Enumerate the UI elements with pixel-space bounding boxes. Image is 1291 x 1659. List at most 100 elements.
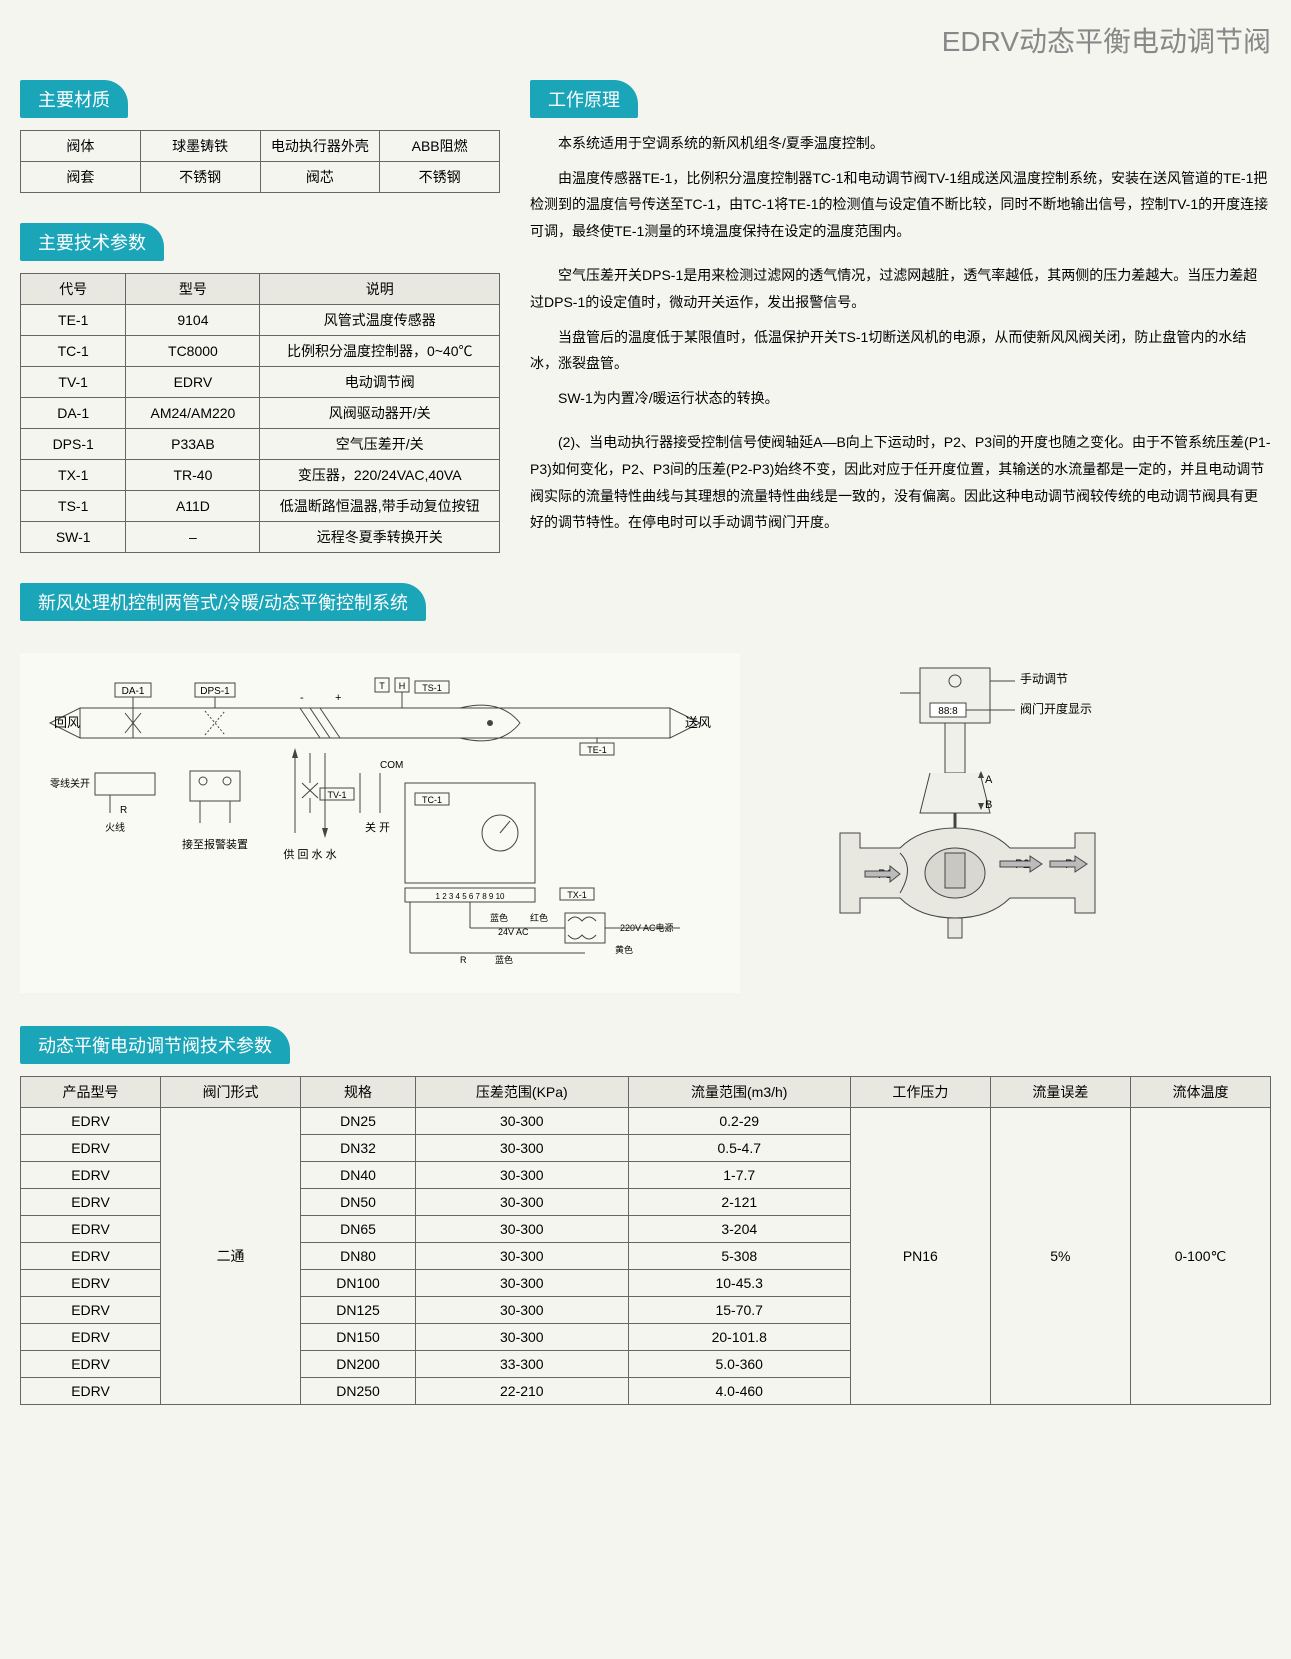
cell: 30-300 <box>415 1108 628 1135</box>
label-tx1: TX-1 <box>567 890 587 900</box>
cell: DN125 <box>301 1297 416 1324</box>
label-a: A <box>985 774 993 786</box>
col-header: 代号 <box>21 274 126 305</box>
label-blue: 蓝色 <box>490 912 508 923</box>
table-row: TX-1TR-40变压器，220/24VAC,40VA <box>21 460 500 491</box>
table-row: TE-19104风管式温度传感器 <box>21 305 500 336</box>
cell: 电动调节阀 <box>260 367 500 398</box>
cell: 30-300 <box>415 1135 628 1162</box>
principle-para: 当盘管后的温度低于某限值时，低温保护开关TS-1切断送风机的电源，从而使新风风阀… <box>530 324 1271 377</box>
final-params-header: 动态平衡电动调节阀技术参数 <box>20 1026 290 1064</box>
col-header: 规格 <box>301 1077 416 1108</box>
cell: 空气压差开/关 <box>260 429 500 460</box>
label-manual: 手动调节 <box>1020 672 1068 686</box>
cell: 15-70.7 <box>628 1297 850 1324</box>
cell: TE-1 <box>21 305 126 336</box>
cell: 3-204 <box>628 1216 850 1243</box>
cell: TV-1 <box>21 367 126 398</box>
top-columns: 主要材质 阀体 球墨铸铁 电动执行器外壳 ABB阻燃 阀套 不锈钢 阀芯 不锈钢… <box>20 80 1271 633</box>
label-com: COM <box>380 760 403 771</box>
cell: SW-1 <box>21 522 126 553</box>
cell: EDRV <box>21 1189 161 1216</box>
cell: TX-1 <box>21 460 126 491</box>
schematic-svg: DA-1 DPS-1 - + T H TS-1 TE-1 <box>20 653 740 993</box>
cell: 9104 <box>126 305 260 336</box>
cell-flow-error: 5% <box>990 1108 1130 1405</box>
principle-para: SW-1为内置冷/暖运行状态的转换。 <box>530 385 1271 412</box>
system-diagram-header: 新风处理机控制两管式/冷暖/动态平衡控制系统 <box>20 583 426 621</box>
label-tc1: TC-1 <box>422 795 442 805</box>
cell: 30-300 <box>415 1243 628 1270</box>
cell: 远程冬夏季转换开关 <box>260 522 500 553</box>
page-title: EDRV动态平衡电动调节阀 <box>20 20 1271 60</box>
cell: DN150 <box>301 1324 416 1351</box>
cell: 风阀驱动器开/关 <box>260 398 500 429</box>
materials-table: 阀体 球墨铸铁 电动执行器外壳 ABB阻燃 阀套 不锈钢 阀芯 不锈钢 <box>20 130 500 193</box>
label-b: B <box>985 799 992 811</box>
table-row: TS-1A11D低温断路恒温器,带手动复位按钮 <box>21 491 500 522</box>
table-row: DPS-1P33AB空气压差开/关 <box>21 429 500 460</box>
valve-svg: 手动调节 88:8 阀门开度显示 A B P1 <box>770 653 1150 993</box>
label-da1: DA-1 <box>122 686 145 697</box>
table-header-row: 代号 型号 说明 <box>21 274 500 305</box>
cell: 2-121 <box>628 1189 850 1216</box>
cell: DN25 <box>301 1108 416 1135</box>
label-ts1: TS-1 <box>422 683 442 693</box>
svg-text:R: R <box>120 805 127 816</box>
label-tv1: TV-1 <box>327 790 346 800</box>
cell: 30-300 <box>415 1270 628 1297</box>
svg-text:1 2 3 4 5 6 7 8 9 10: 1 2 3 4 5 6 7 8 9 10 <box>436 892 505 901</box>
cell: AM24/AM220 <box>126 398 260 429</box>
cell: 比例积分温度控制器，0~40℃ <box>260 336 500 367</box>
system-schematic: DA-1 DPS-1 - + T H TS-1 TE-1 <box>20 653 740 996</box>
col-header: 流量范围(m3/h) <box>628 1077 850 1108</box>
cell: DN80 <box>301 1243 416 1270</box>
svg-text:T: T <box>379 681 385 691</box>
cell: 阀体 <box>21 131 141 162</box>
label-return-air: 回风 <box>54 715 80 730</box>
cell: TR-40 <box>126 460 260 491</box>
label-te1: TE-1 <box>587 745 607 755</box>
cell: 0.2-29 <box>628 1108 850 1135</box>
cell: DN65 <box>301 1216 416 1243</box>
cell: 10-45.3 <box>628 1270 850 1297</box>
cell: 电动执行器外壳 <box>260 131 380 162</box>
cell: DN32 <box>301 1135 416 1162</box>
label-supply-air: 送风 <box>685 715 711 730</box>
cell: 30-300 <box>415 1216 628 1243</box>
cell: EDRV <box>21 1351 161 1378</box>
cell: 5-308 <box>628 1243 850 1270</box>
label-water: 供 回 水 水 <box>283 847 336 861</box>
cell: TS-1 <box>21 491 126 522</box>
cell: 0.5-4.7 <box>628 1135 850 1162</box>
table-row: SW-1–远程冬夏季转换开关 <box>21 522 500 553</box>
valve-display: 88:8 <box>938 706 958 717</box>
cell: 球墨铸铁 <box>140 131 260 162</box>
col-header: 说明 <box>260 274 500 305</box>
principle-para: 空气压差开关DPS-1是用来检测过滤网的透气情况，过滤网越脏，透气率越低，其两侧… <box>530 262 1271 315</box>
col-header: 压差范围(KPa) <box>415 1077 628 1108</box>
cell: 30-300 <box>415 1297 628 1324</box>
cell: EDRV <box>21 1243 161 1270</box>
cell: EDRV <box>21 1378 161 1405</box>
cell: 阀芯 <box>260 162 380 193</box>
table-row: 阀体 球墨铸铁 电动执行器外壳 ABB阻燃 <box>21 131 500 162</box>
label-yellow: 黄色 <box>615 944 633 955</box>
svg-text:+: + <box>335 692 341 704</box>
svg-text:R: R <box>460 955 467 965</box>
label-off-on: 关 开 <box>365 820 390 834</box>
col-header: 产品型号 <box>21 1077 161 1108</box>
cell: 低温断路恒温器,带手动复位按钮 <box>260 491 500 522</box>
label-blue2: 蓝色 <box>495 954 513 965</box>
col-header: 流体温度 <box>1130 1077 1270 1108</box>
label-alarm: 接至报警装置 <box>182 837 248 851</box>
cell: DN200 <box>301 1351 416 1378</box>
svg-text:H: H <box>399 681 406 691</box>
cell: EDRV <box>126 367 260 398</box>
cell: 33-300 <box>415 1351 628 1378</box>
cell: A11D <box>126 491 260 522</box>
cell-work-pressure: PN16 <box>850 1108 990 1405</box>
cell: 30-300 <box>415 1189 628 1216</box>
cell: 5.0-360 <box>628 1351 850 1378</box>
label-zero: 零线关开 <box>50 777 90 790</box>
